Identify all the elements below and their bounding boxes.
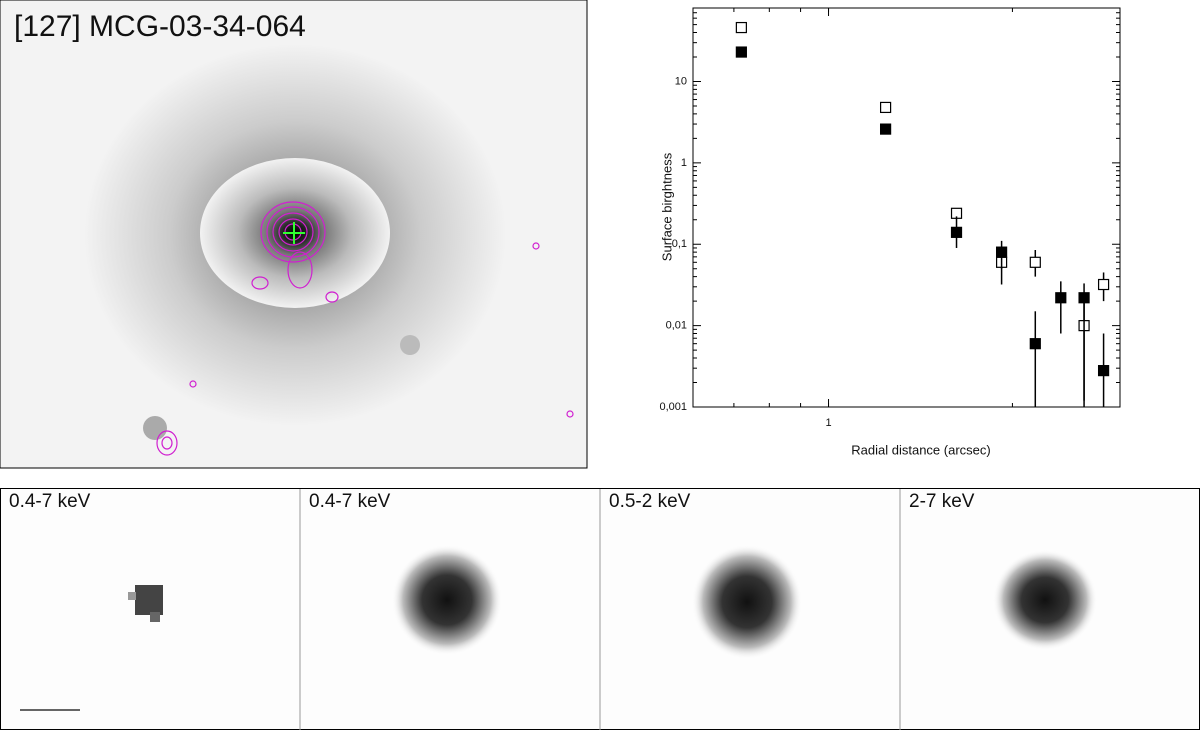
panel-label: 0.5-2 keV xyxy=(609,491,691,512)
data-point xyxy=(950,226,963,238)
data-point xyxy=(1097,278,1110,291)
data-point xyxy=(1078,292,1090,304)
data-point xyxy=(1029,338,1041,350)
y-tick-label: 1 xyxy=(681,157,687,169)
data-point xyxy=(1097,365,1110,377)
profile-plot: Radial distance (arcsec) Surface birghtn… xyxy=(659,7,1121,457)
data-point xyxy=(1055,292,1067,304)
y-tick-label: 0,001 xyxy=(659,401,687,413)
image-title: [127] MCG-03-34-064 xyxy=(14,10,306,43)
data-point xyxy=(879,101,892,114)
x-axis-label: Radial distance (arcsec) xyxy=(851,442,990,457)
plot-frame xyxy=(692,7,1121,408)
data-point xyxy=(1029,256,1041,268)
data-point xyxy=(735,46,747,58)
x-tick-label: 1 xyxy=(825,417,831,429)
y-tick-label: 0,01 xyxy=(666,320,687,332)
y-tick-label: 0,1 xyxy=(672,238,687,250)
data-point xyxy=(735,21,747,34)
panel-label: 0.4-7 keV xyxy=(9,491,91,512)
panel-label: 0.4-7 keV xyxy=(309,491,391,512)
y-tick-label: 10 xyxy=(675,75,687,87)
y-axis-label: Surface birghtness xyxy=(659,152,674,261)
optical-image: [127] MCG-03-34-064 xyxy=(0,0,588,469)
panel-label: 2-7 keV xyxy=(909,491,975,512)
data-point xyxy=(879,123,892,135)
data-point xyxy=(995,246,1008,258)
xray-panels: 0.4-7 keV 0.4-7 keV 0.5-2 keV 2-7 keV xyxy=(0,488,1200,730)
